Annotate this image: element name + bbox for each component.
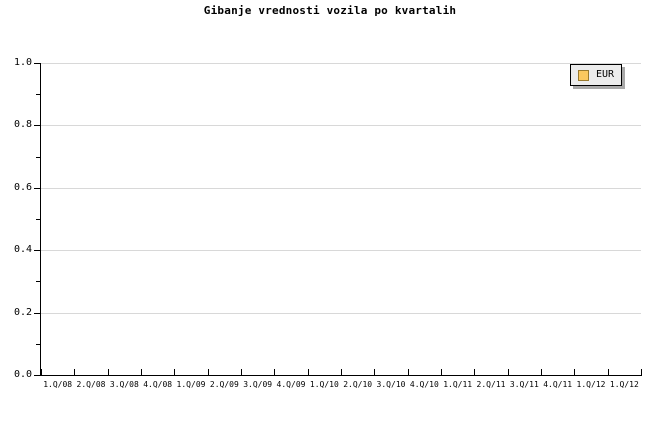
y-axis-tick-minor [36, 343, 41, 345]
plot-area [41, 63, 641, 375]
legend-swatch-eur [578, 69, 589, 81]
y-axis-tick-minor [36, 94, 41, 96]
x-axis-tick [541, 369, 542, 376]
y-axis-label: 0.6 [13, 181, 32, 193]
x-axis-label: 4.Q/09 [276, 380, 306, 389]
x-axis-label: 4.Q/10 [409, 380, 439, 389]
x-axis-tick [141, 369, 142, 376]
x-axis-tick [208, 369, 209, 376]
gridline-horizontal [41, 312, 641, 314]
x-axis-tick [108, 369, 109, 376]
gridline-horizontal [41, 63, 641, 64]
x-axis-tick [641, 369, 642, 376]
x-axis-label: 3.Q/09 [243, 380, 273, 389]
x-axis-tick [41, 369, 42, 376]
y-axis-label-wrap: 0.0 [0, 369, 32, 381]
y-axis-label-wrap: 0.4 [0, 244, 32, 256]
x-axis-tick [341, 369, 342, 376]
x-axis-label: 1.Q/12 [576, 380, 606, 389]
x-axis-tick [174, 369, 175, 376]
x-axis-tick [474, 369, 475, 376]
y-axis-label: 1.0 [13, 57, 32, 68]
legend-label-eur: EUR [596, 69, 615, 80]
y-axis-label-wrap: 1.0 [0, 57, 32, 69]
y-axis-tick-minor [36, 281, 41, 283]
x-axis-label: 4.Q/08 [143, 380, 173, 389]
gridline-horizontal [41, 187, 641, 189]
x-axis-label: 2.Q/09 [209, 380, 239, 389]
y-axis-label-wrap: 0.8 [0, 119, 32, 131]
gridline-horizontal [41, 125, 641, 127]
x-axis-label: 2.Q/10 [343, 380, 373, 389]
y-axis-label: 0.4 [13, 244, 32, 256]
y-axis-tick-minor [36, 156, 41, 158]
x-axis-label: 1.Q/12 [609, 380, 639, 389]
y-axis-tick-major [34, 187, 41, 189]
x-axis-label: 1.Q/10 [309, 380, 339, 389]
gridline-horizontal [41, 250, 641, 252]
x-axis-label: 1.Q/08 [43, 380, 73, 389]
x-axis-label: 3.Q/10 [376, 380, 406, 389]
x-axis-tick [274, 369, 275, 376]
x-axis-label: 1.Q/09 [176, 380, 206, 389]
y-axis-label: 0.0 [13, 369, 32, 380]
x-axis-tick [408, 369, 409, 376]
x-axis-tick [74, 369, 75, 376]
x-axis-label: 3.Q/11 [509, 380, 539, 389]
y-axis-label: 0.8 [13, 119, 32, 131]
y-axis-tick-major [34, 312, 41, 314]
y-axis-tick-major [34, 375, 41, 376]
x-axis-tick [241, 369, 242, 376]
chart-title: Gibanje vrednosti vozila po kvartalih [203, 4, 457, 17]
y-axis-tick-major [34, 63, 41, 64]
x-axis-tick [508, 369, 509, 376]
x-axis-label: 2.Q/08 [76, 380, 106, 389]
x-axis-label: 3.Q/08 [109, 380, 139, 389]
y-axis-tick-major [34, 125, 41, 127]
x-axis-tick [574, 369, 575, 376]
y-axis-tick-minor [36, 219, 41, 220]
x-axis-tick [308, 369, 309, 376]
y-axis-label-wrap: 0.2 [0, 307, 32, 319]
x-axis-tick [441, 369, 442, 376]
y-axis-tick-major [34, 250, 41, 252]
y-axis-label: 0.2 [13, 306, 32, 318]
x-axis-label: 1.Q/11 [443, 380, 473, 389]
chart-legend[interactable]: EUR [570, 64, 623, 86]
x-axis-tick [374, 369, 375, 376]
y-axis-label-wrap: 0.6 [0, 182, 32, 194]
x-axis-tick [608, 369, 609, 376]
x-axis-label: 4.Q/11 [543, 380, 573, 389]
x-axis-label: 2.Q/11 [476, 380, 506, 389]
